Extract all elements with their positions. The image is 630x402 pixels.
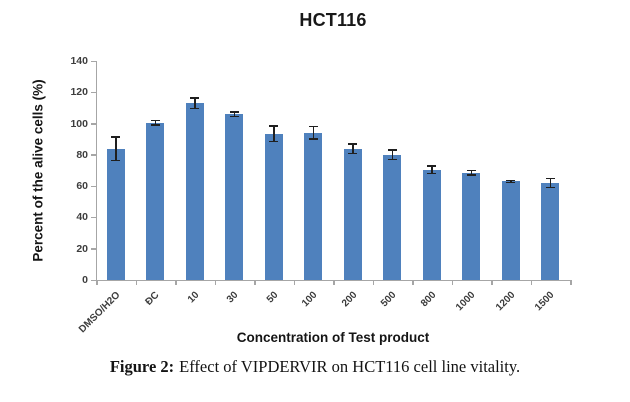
error-bar-line-800 bbox=[431, 165, 433, 174]
y-tick-label-60: 60 bbox=[76, 180, 88, 193]
error-bar-cap-top-100 bbox=[308, 125, 318, 128]
y-tick-mark-20 bbox=[91, 248, 96, 250]
error-bar-line-200 bbox=[352, 143, 354, 154]
error-bar-cap-bottom-500 bbox=[387, 158, 397, 161]
chart-title: HCT116 bbox=[299, 10, 367, 30]
error-bar-cap-bottom-1200 bbox=[506, 181, 516, 184]
y-tick-label-100: 100 bbox=[70, 117, 88, 130]
bar-100 bbox=[304, 132, 323, 280]
bar-500 bbox=[383, 154, 402, 280]
error-bar-line-10 bbox=[194, 97, 196, 109]
bar-800 bbox=[422, 169, 441, 280]
bar-dmso-h2o bbox=[106, 148, 125, 280]
bar-1000 bbox=[462, 172, 481, 280]
plot-area bbox=[96, 61, 571, 281]
y-tick-label-0: 0 bbox=[82, 274, 88, 286]
error-bar-cap-bottom-50 bbox=[269, 140, 279, 143]
x-tick-mark-5 bbox=[293, 280, 295, 285]
error-bar-line-1200 bbox=[510, 180, 512, 183]
error-bar-cap-top-c bbox=[150, 119, 160, 122]
error-bar-cap-bottom-dmso-h2o bbox=[111, 159, 121, 162]
error-bar-cap-top-500 bbox=[387, 149, 397, 151]
y-tick-label-40: 40 bbox=[76, 211, 88, 224]
bar-10 bbox=[185, 103, 204, 280]
error-bar-cap-top-1200 bbox=[506, 179, 516, 182]
y-axis-title: Percent of the alive cells (%) bbox=[30, 79, 46, 262]
x-tick-mark-11 bbox=[530, 280, 532, 285]
error-bar-cap-bottom-10 bbox=[190, 107, 200, 110]
y-tick-mark-80 bbox=[91, 154, 96, 156]
y-tick-mark-100 bbox=[91, 123, 96, 125]
error-bar-cap-bottom-30 bbox=[229, 115, 239, 118]
x-tick-mark-9 bbox=[451, 280, 453, 285]
x-tick-mark-4 bbox=[254, 280, 256, 285]
error-bar-cap-bottom-800 bbox=[427, 172, 437, 175]
x-tick-mark-12 bbox=[570, 280, 572, 285]
x-tick-mark-8 bbox=[412, 280, 414, 285]
x-tick-mark-1 bbox=[135, 280, 137, 285]
y-tick-mark-60 bbox=[91, 185, 96, 188]
error-bar-cap-bottom-100 bbox=[308, 138, 318, 140]
error-bar-cap-top-50 bbox=[269, 125, 279, 127]
bar-200 bbox=[343, 148, 362, 280]
x-tick-mark-2 bbox=[175, 280, 177, 285]
error-bar-cap-bottom-c bbox=[150, 124, 160, 126]
y-tick-mark-140 bbox=[91, 60, 96, 62]
error-bar-cap-top-1000 bbox=[466, 169, 476, 172]
x-tick-mark-6 bbox=[333, 280, 335, 285]
x-tick-mark-0 bbox=[96, 280, 98, 285]
y-tick-label-20: 20 bbox=[76, 242, 88, 255]
bar-c bbox=[146, 122, 165, 280]
bar-30 bbox=[225, 114, 244, 280]
error-bar-line-100 bbox=[312, 126, 314, 140]
y-tick-label-80: 80 bbox=[76, 148, 88, 161]
x-tick-mark-10 bbox=[491, 280, 493, 285]
error-bar-line-c bbox=[154, 120, 156, 126]
bar-1200 bbox=[501, 181, 520, 280]
error-bar-cap-top-dmso-h2o bbox=[111, 136, 121, 138]
x-axis-title: Concentration of Test product bbox=[236, 330, 430, 345]
error-bar-cap-bottom-1500 bbox=[545, 186, 555, 189]
error-bar-line-1000 bbox=[470, 170, 472, 176]
error-bar-line-50 bbox=[273, 125, 275, 142]
error-bar-cap-top-10 bbox=[190, 97, 200, 99]
bar-1500 bbox=[541, 183, 560, 280]
y-tick-mark-120 bbox=[91, 91, 96, 94]
x-tick-mark-7 bbox=[372, 280, 374, 285]
figure-caption: Figure 2: Effect of VIPDERVIR on HCT116 c… bbox=[0, 357, 630, 377]
figure-caption-label: Figure 2: bbox=[109, 357, 175, 376]
error-bar-cap-bottom-200 bbox=[348, 152, 358, 155]
error-bar-cap-bottom-1000 bbox=[466, 174, 476, 176]
x-tick-mark-3 bbox=[214, 280, 216, 285]
error-bar-line-1500 bbox=[549, 178, 551, 188]
error-bar-line-500 bbox=[391, 150, 393, 160]
y-tick-mark-0 bbox=[91, 279, 96, 281]
error-bar-line-dmso-h2o bbox=[115, 136, 117, 161]
y-tick-label-120: 120 bbox=[70, 86, 88, 99]
error-bar-cap-top-30 bbox=[229, 111, 239, 113]
y-tick-mark-40 bbox=[91, 216, 96, 219]
figure-caption-text: Effect of VIPDERVIR on HCT116 cell line … bbox=[179, 357, 521, 376]
error-bar-line-30 bbox=[233, 111, 235, 117]
error-bar-cap-top-200 bbox=[348, 143, 358, 145]
bar-50 bbox=[264, 133, 283, 280]
error-bar-cap-top-1500 bbox=[545, 177, 555, 180]
error-bar-cap-top-800 bbox=[427, 165, 437, 167]
y-tick-label-140: 140 bbox=[70, 55, 88, 67]
